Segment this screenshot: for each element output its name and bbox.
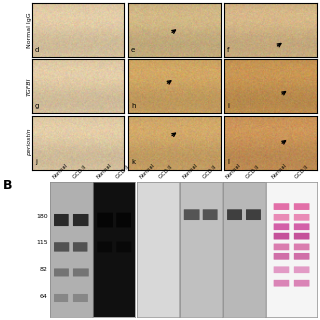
FancyBboxPatch shape [54,268,69,276]
Text: Normal: Normal [52,163,69,180]
FancyBboxPatch shape [274,214,289,221]
Text: j: j [35,159,37,165]
FancyBboxPatch shape [274,253,289,260]
Text: GCD II: GCD II [115,165,130,180]
Text: 82: 82 [40,267,48,272]
Y-axis label: Normal IgG: Normal IgG [27,12,32,48]
FancyBboxPatch shape [54,242,69,252]
FancyBboxPatch shape [294,223,309,230]
Y-axis label: TGFBI: TGFBI [27,77,32,96]
FancyBboxPatch shape [203,209,218,220]
FancyBboxPatch shape [294,233,309,239]
Text: B: B [3,179,13,192]
FancyBboxPatch shape [54,214,69,226]
FancyBboxPatch shape [274,233,289,239]
FancyBboxPatch shape [274,266,289,273]
Text: i: i [227,103,229,109]
FancyBboxPatch shape [294,203,309,210]
FancyBboxPatch shape [73,268,89,276]
FancyBboxPatch shape [294,244,309,250]
FancyBboxPatch shape [97,242,112,252]
Text: h: h [131,103,135,109]
Text: k: k [131,159,135,165]
Text: GCD II: GCD II [245,165,260,180]
FancyBboxPatch shape [227,209,242,220]
Text: Normal: Normal [225,163,242,180]
FancyBboxPatch shape [73,294,88,302]
FancyBboxPatch shape [246,209,261,220]
Text: g: g [35,103,39,109]
Text: GCD II: GCD II [202,165,217,180]
FancyBboxPatch shape [116,242,131,252]
Text: GCD II: GCD II [294,165,309,180]
Text: GCD II: GCD II [158,165,173,180]
Y-axis label: periostin: periostin [27,129,32,156]
Text: Normal: Normal [270,163,287,180]
Text: 64: 64 [40,294,48,299]
Text: e: e [131,47,135,53]
FancyBboxPatch shape [274,280,289,287]
FancyBboxPatch shape [274,223,289,230]
Text: Normal: Normal [182,163,199,180]
Text: 180: 180 [36,213,48,219]
FancyBboxPatch shape [294,266,309,273]
Text: Normal: Normal [139,163,156,180]
FancyBboxPatch shape [274,244,289,250]
Text: 115: 115 [36,240,48,245]
FancyBboxPatch shape [274,203,289,210]
FancyBboxPatch shape [294,253,309,260]
Text: f: f [227,47,230,53]
FancyBboxPatch shape [294,280,309,287]
FancyBboxPatch shape [73,214,89,226]
FancyBboxPatch shape [184,209,200,220]
FancyBboxPatch shape [54,294,68,302]
Text: d: d [35,47,39,53]
Text: GCD II: GCD II [72,165,87,180]
FancyBboxPatch shape [294,214,309,221]
FancyBboxPatch shape [73,242,87,252]
FancyBboxPatch shape [116,213,131,228]
Text: Normal: Normal [95,163,112,180]
Text: l: l [227,159,229,165]
FancyBboxPatch shape [97,213,113,228]
